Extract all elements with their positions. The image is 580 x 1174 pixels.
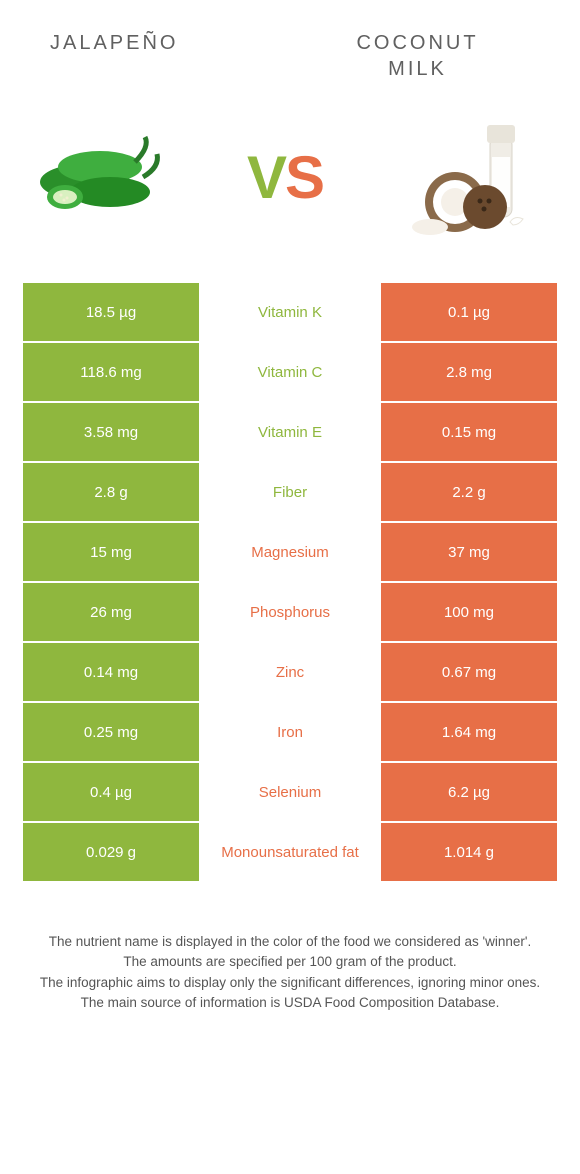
food-title-right: COCONUT MILK (295, 30, 540, 82)
left-value-cell: 0.25 mg (22, 702, 200, 762)
food-title-right-line1: COCONUT (356, 32, 478, 54)
left-value-cell: 0.029 g (22, 822, 200, 882)
table-row: 118.6 mgVitamin C2.8 mg (22, 342, 558, 402)
table-row: 3.58 mgVitamin E0.15 mg (22, 402, 558, 462)
coconut-icon (395, 107, 545, 247)
nutrient-label-cell: Iron (200, 702, 380, 762)
table-row: 18.5 µgVitamin K0.1 µg (22, 282, 558, 342)
right-value-cell: 0.15 mg (380, 402, 558, 462)
right-value-cell: 2.2 g (380, 462, 558, 522)
nutrient-label-cell: Monounsaturated fat (200, 822, 380, 882)
food-title-right-line2: MILK (388, 58, 447, 80)
vs-label: VS (247, 143, 323, 212)
nutrient-label-cell: Vitamin E (200, 402, 380, 462)
left-value-cell: 18.5 µg (22, 282, 200, 342)
right-value-cell: 6.2 µg (380, 762, 558, 822)
left-value-cell: 26 mg (22, 582, 200, 642)
footer-line: The amounts are specified per 100 gram o… (30, 952, 550, 972)
left-value-cell: 118.6 mg (22, 342, 200, 402)
table-row: 26 mgPhosphorus100 mg (22, 582, 558, 642)
nutrient-label-cell: Zinc (200, 642, 380, 702)
table-row: 0.25 mgIron1.64 mg (22, 702, 558, 762)
vs-v: V (247, 144, 285, 211)
table-row: 0.4 µgSelenium6.2 µg (22, 762, 558, 822)
right-value-cell: 2.8 mg (380, 342, 558, 402)
left-value-cell: 15 mg (22, 522, 200, 582)
nutrient-table: 18.5 µgVitamin K0.1 µg118.6 mgVitamin C2… (22, 282, 558, 882)
right-value-cell: 100 mg (380, 582, 558, 642)
footer-line: The main source of information is USDA F… (30, 993, 550, 1013)
left-value-cell: 2.8 g (22, 462, 200, 522)
footer-line: The nutrient name is displayed in the co… (30, 932, 550, 952)
jalapeno-icon (25, 122, 175, 232)
header: JALAPEÑO COCONUT MILK (0, 0, 580, 92)
left-value-cell: 0.4 µg (22, 762, 200, 822)
vs-s: S (285, 144, 323, 211)
footer-line: The infographic aims to display only the… (30, 973, 550, 993)
images-row: VS (0, 92, 580, 272)
right-value-cell: 0.67 mg (380, 642, 558, 702)
right-value-cell: 1.014 g (380, 822, 558, 882)
table-row: 15 mgMagnesium37 mg (22, 522, 558, 582)
jalapeno-image (20, 107, 180, 247)
table-row: 0.14 mgZinc0.67 mg (22, 642, 558, 702)
nutrient-label-cell: Phosphorus (200, 582, 380, 642)
nutrient-label-cell: Selenium (200, 762, 380, 822)
table-row: 0.029 gMonounsaturated fat1.014 g (22, 822, 558, 882)
table-row: 2.8 gFiber2.2 g (22, 462, 558, 522)
right-value-cell: 37 mg (380, 522, 558, 582)
footer-notes: The nutrient name is displayed in the co… (30, 932, 550, 1013)
coconut-image (390, 107, 550, 247)
right-value-cell: 1.64 mg (380, 702, 558, 762)
nutrient-label-cell: Magnesium (200, 522, 380, 582)
right-value-cell: 0.1 µg (380, 282, 558, 342)
food-title-left: JALAPEÑO (40, 30, 295, 82)
nutrient-label-cell: Fiber (200, 462, 380, 522)
left-value-cell: 0.14 mg (22, 642, 200, 702)
left-value-cell: 3.58 mg (22, 402, 200, 462)
nutrient-label-cell: Vitamin C (200, 342, 380, 402)
nutrient-label-cell: Vitamin K (200, 282, 380, 342)
